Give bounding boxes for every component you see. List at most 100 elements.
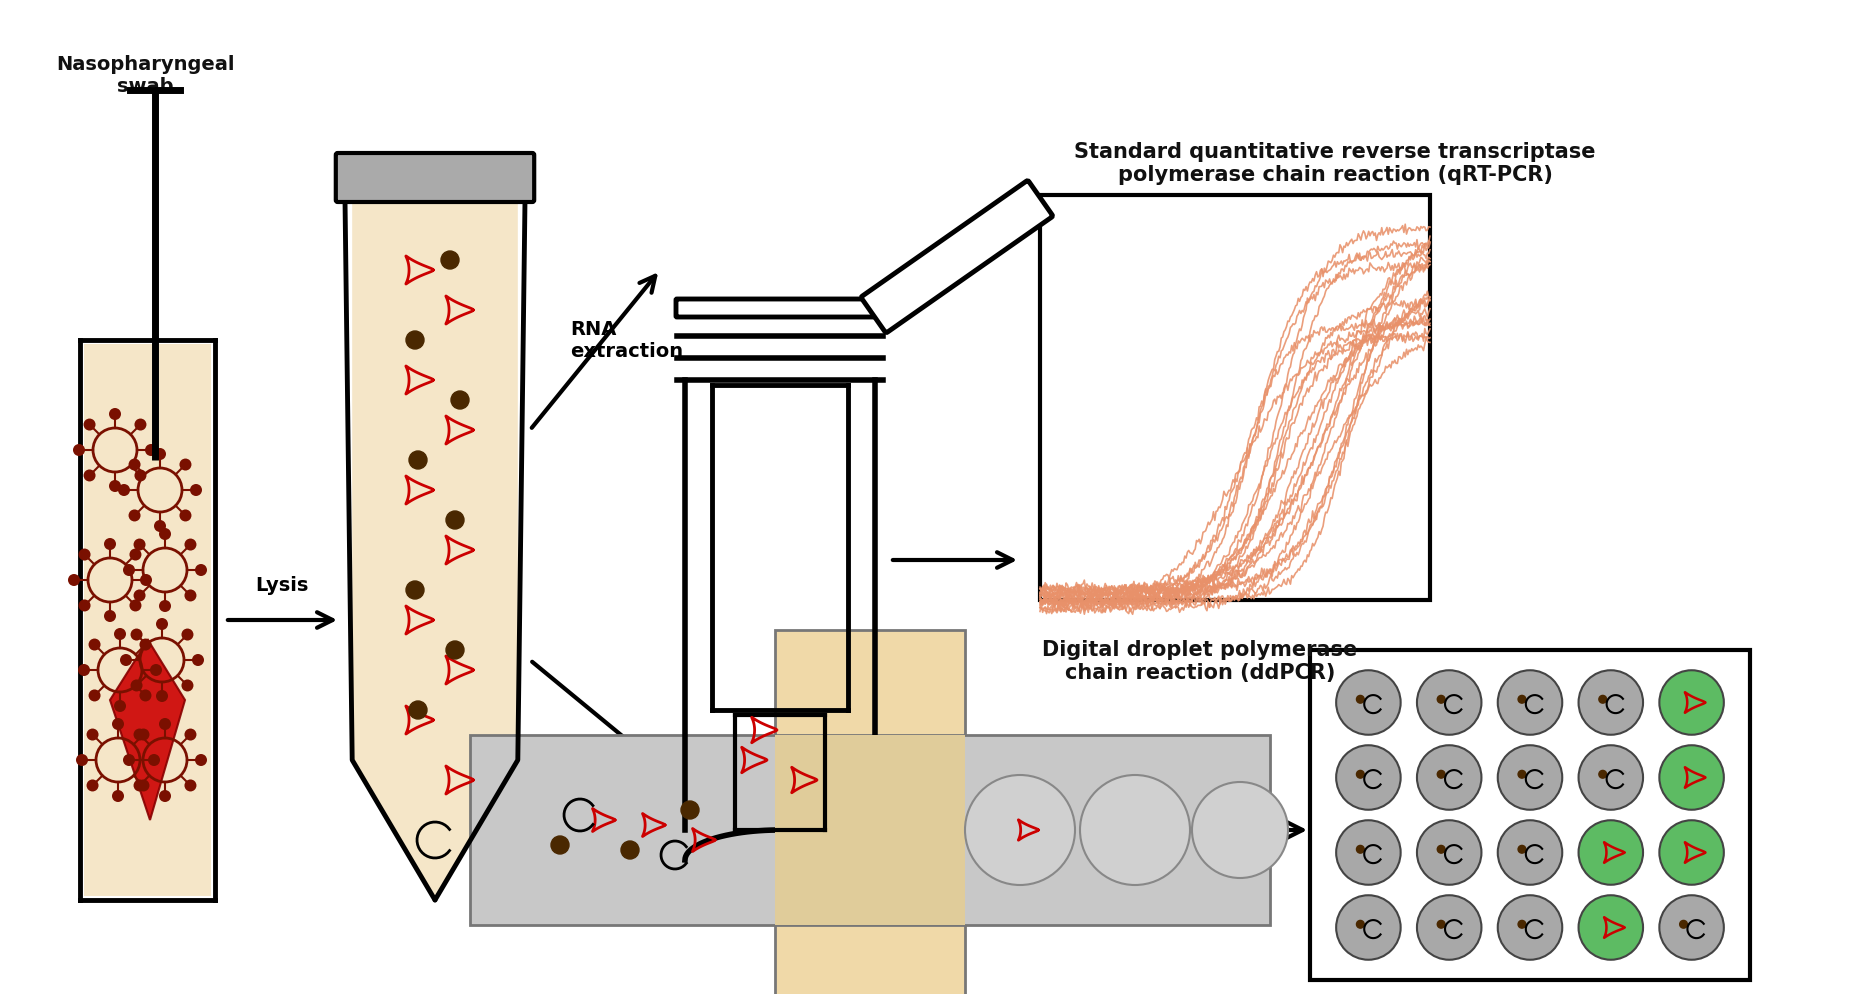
Circle shape (135, 418, 146, 430)
Circle shape (1659, 820, 1724, 885)
Circle shape (138, 779, 150, 791)
Circle shape (140, 690, 151, 702)
Bar (469, 735, 1270, 925)
Bar (688, 384, 871, 826)
Circle shape (86, 729, 99, 741)
Circle shape (1337, 746, 1401, 810)
Bar (1040, 195, 1431, 600)
Text: RNA
extraction: RNA extraction (570, 319, 683, 361)
Circle shape (185, 539, 196, 551)
Text: Crude
lysate: Crude lysate (572, 740, 640, 780)
Circle shape (88, 690, 101, 702)
Circle shape (105, 610, 116, 622)
Circle shape (159, 600, 170, 612)
Circle shape (73, 444, 84, 456)
Circle shape (79, 599, 90, 611)
Circle shape (1438, 696, 1446, 703)
Circle shape (1337, 670, 1401, 735)
Bar (84, 344, 211, 896)
Circle shape (108, 480, 122, 492)
Circle shape (86, 779, 99, 791)
Circle shape (153, 448, 166, 460)
Text: Lysis: Lysis (256, 576, 309, 595)
Circle shape (1599, 770, 1606, 778)
Text: Standard quantitative reverse transcriptase
polymerase chain reaction (qRT-PCR): Standard quantitative reverse transcript… (1073, 142, 1595, 185)
Circle shape (1438, 770, 1446, 778)
Polygon shape (352, 200, 518, 900)
Circle shape (1518, 846, 1526, 853)
Circle shape (447, 641, 464, 659)
Circle shape (180, 510, 191, 522)
Circle shape (447, 511, 464, 529)
Circle shape (1578, 896, 1644, 960)
Circle shape (1659, 896, 1724, 960)
Circle shape (1081, 775, 1189, 885)
Circle shape (181, 628, 193, 640)
Circle shape (1417, 896, 1481, 960)
Circle shape (1659, 670, 1724, 735)
FancyBboxPatch shape (675, 299, 885, 317)
Circle shape (123, 754, 135, 766)
Circle shape (191, 484, 202, 496)
Circle shape (1659, 746, 1724, 810)
Circle shape (77, 754, 88, 766)
Circle shape (88, 638, 101, 650)
Circle shape (1417, 670, 1481, 735)
Circle shape (1518, 920, 1526, 928)
Circle shape (140, 638, 151, 650)
Circle shape (129, 510, 140, 522)
Circle shape (1578, 746, 1644, 810)
Circle shape (180, 458, 191, 470)
Circle shape (118, 484, 131, 496)
Circle shape (129, 549, 142, 561)
Circle shape (159, 790, 170, 802)
Circle shape (185, 589, 196, 601)
Circle shape (181, 680, 193, 692)
Circle shape (1417, 746, 1481, 810)
Circle shape (112, 790, 123, 802)
Circle shape (133, 779, 146, 791)
Circle shape (108, 408, 122, 420)
Circle shape (79, 549, 90, 561)
Circle shape (1356, 770, 1365, 778)
Circle shape (1337, 896, 1401, 960)
Circle shape (1518, 770, 1526, 778)
Circle shape (79, 664, 90, 676)
Circle shape (155, 618, 168, 630)
Circle shape (129, 599, 142, 611)
Circle shape (1679, 920, 1687, 928)
Circle shape (451, 391, 469, 409)
Circle shape (133, 539, 146, 551)
Circle shape (1356, 846, 1365, 853)
Circle shape (133, 589, 146, 601)
Bar (1311, 650, 1750, 980)
Circle shape (133, 729, 146, 741)
Circle shape (84, 418, 95, 430)
Circle shape (406, 581, 424, 599)
Circle shape (193, 654, 204, 666)
Circle shape (131, 628, 142, 640)
Circle shape (84, 469, 95, 481)
Circle shape (194, 754, 208, 766)
Circle shape (1438, 920, 1446, 928)
Bar (774, 630, 965, 994)
Text: Nasopharyngeal
swab: Nasopharyngeal swab (56, 55, 234, 96)
Circle shape (185, 729, 196, 741)
Circle shape (681, 801, 699, 819)
Circle shape (112, 718, 123, 730)
Circle shape (1417, 820, 1481, 885)
Circle shape (155, 690, 168, 702)
Circle shape (67, 574, 80, 586)
Text: Digital droplet polymerase
chain reaction (ddPCR): Digital droplet polymerase chain reactio… (1042, 640, 1358, 683)
Circle shape (194, 564, 208, 576)
Circle shape (1356, 920, 1365, 928)
Circle shape (1599, 696, 1606, 703)
Circle shape (148, 754, 161, 766)
Circle shape (114, 628, 125, 640)
Circle shape (1191, 782, 1288, 878)
Circle shape (150, 664, 163, 676)
Circle shape (123, 564, 135, 576)
Circle shape (159, 718, 170, 730)
Circle shape (1578, 820, 1644, 885)
Polygon shape (110, 640, 185, 820)
